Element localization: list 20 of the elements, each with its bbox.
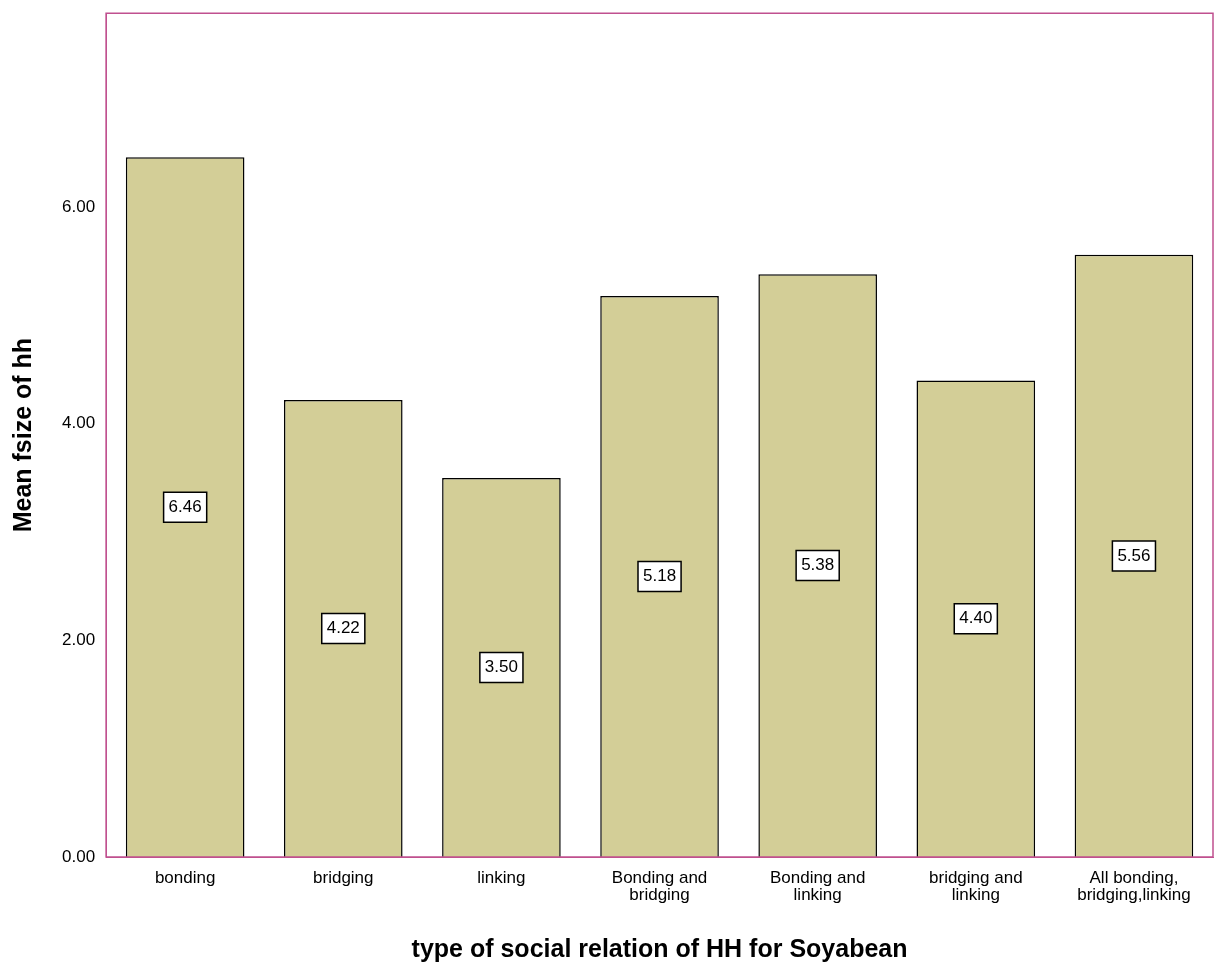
data-label: 4.40 (959, 608, 993, 628)
data-label: 5.18 (643, 566, 677, 586)
y-tick-label: 2.00 (61, 630, 96, 650)
data-label: 5.38 (801, 555, 835, 575)
y-tick-label: 4.00 (61, 413, 96, 433)
y-tick-label: 0.00 (61, 846, 96, 866)
data-label: 5.56 (1117, 545, 1151, 565)
data-label: 6.46 (168, 496, 202, 516)
x-tick-label: Bonding and linking (769, 868, 866, 905)
x-tick-label: Bonding and bridging (611, 868, 708, 905)
y-axis-title: Mean fsize of hh (7, 337, 36, 533)
y-tick-label: 6.00 (61, 196, 96, 216)
x-tick-label: All bonding, bridging,linking (1077, 868, 1191, 905)
data-label: 3.50 (484, 657, 518, 677)
data-label: 4.22 (326, 618, 360, 638)
x-tick-label: bridging (313, 868, 374, 888)
x-axis-title: type of social relation of HH for Soyabean (411, 933, 908, 962)
x-tick-label: bonding (154, 868, 216, 888)
x-tick-label: bridging and linking (929, 868, 1023, 905)
x-tick-label: linking (477, 868, 526, 888)
